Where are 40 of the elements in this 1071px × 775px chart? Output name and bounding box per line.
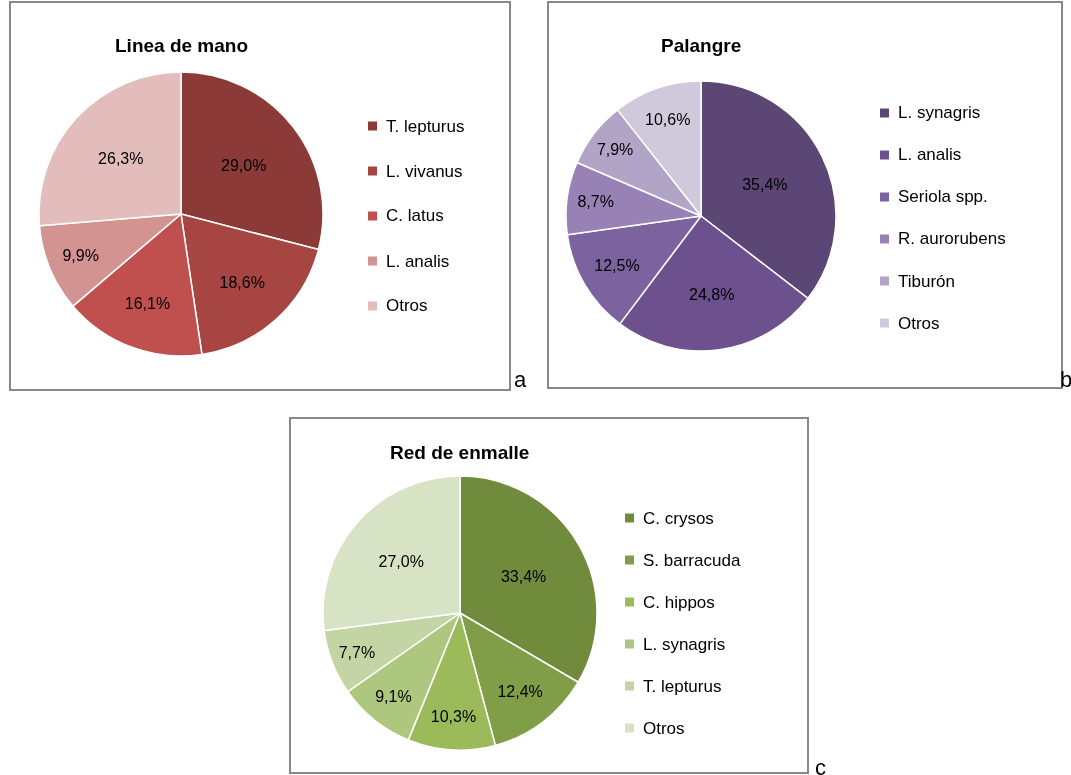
data-label: 12,5% — [594, 257, 640, 275]
text: b — [1060, 367, 1071, 392]
chart-title: Linea de mano — [115, 35, 249, 56]
data-label: 26,3% — [98, 150, 144, 168]
data-label: 29,0% — [221, 156, 267, 174]
legend-label: Otros — [643, 719, 685, 738]
legend-label: L. synagris — [898, 103, 981, 122]
chart-title: Red de enmalle — [390, 442, 530, 463]
legend-label: Seriola spp. — [898, 187, 988, 206]
legend-label: Tiburón — [898, 272, 956, 291]
legend-label: L. synagris — [643, 635, 726, 654]
data-label: 18,6% — [219, 273, 265, 291]
data-label: 9,1% — [375, 688, 412, 706]
legend-label: L. analis — [386, 252, 450, 271]
text: a — [514, 367, 527, 392]
data-label: 10,6% — [645, 111, 691, 129]
legend-label: C. latus — [386, 206, 444, 225]
data-label: 7,9% — [596, 141, 634, 159]
data-label: 12,4% — [497, 683, 543, 701]
legend-label: C. hippos — [643, 593, 715, 612]
data-label: 35,4% — [742, 176, 788, 194]
legend-label: Otros — [898, 314, 940, 333]
data-label: 27,0% — [378, 552, 424, 570]
data-label: 10,3% — [430, 708, 477, 726]
data-label: 9,9% — [62, 247, 99, 265]
data-label: 16,1% — [124, 295, 171, 313]
data-label: 7,7% — [338, 644, 376, 662]
legend-label: Otros — [386, 296, 428, 315]
legend-label: S. barracuda — [643, 551, 741, 570]
legend-label: L. analis — [898, 145, 962, 164]
legend-label: C. crysos — [643, 509, 714, 528]
legend-label: R. aurorubens — [898, 229, 1006, 248]
data-label: 8,7% — [577, 193, 614, 211]
legend-label: L. vivanus — [386, 162, 463, 181]
legend-label: T. lepturus — [386, 117, 465, 136]
legend-label: T. lepturus — [643, 677, 722, 696]
text: c — [815, 755, 826, 775]
data-label: 33,4% — [500, 568, 547, 586]
data-label: 24,8% — [689, 286, 735, 304]
chart-title: Palangre — [661, 35, 742, 56]
